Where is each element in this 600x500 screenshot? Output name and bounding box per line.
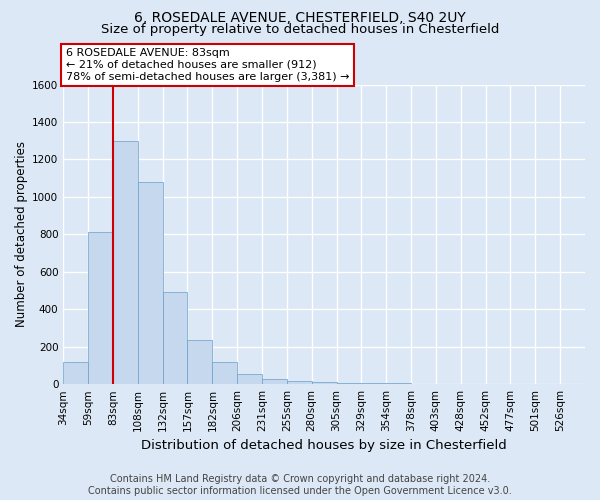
Text: Size of property relative to detached houses in Chesterfield: Size of property relative to detached ho… bbox=[101, 22, 499, 36]
Bar bbox=[237, 374, 262, 384]
Bar bbox=[113, 140, 138, 384]
Text: Contains HM Land Registry data © Crown copyright and database right 2024.
Contai: Contains HM Land Registry data © Crown c… bbox=[88, 474, 512, 496]
Bar bbox=[287, 381, 312, 384]
X-axis label: Distribution of detached houses by size in Chesterfield: Distribution of detached houses by size … bbox=[141, 440, 507, 452]
Bar bbox=[63, 362, 88, 384]
Bar bbox=[212, 362, 237, 384]
Bar bbox=[337, 382, 361, 384]
Bar bbox=[262, 378, 287, 384]
Bar bbox=[187, 340, 212, 384]
Bar bbox=[312, 382, 337, 384]
Text: 6 ROSEDALE AVENUE: 83sqm
← 21% of detached houses are smaller (912)
78% of semi-: 6 ROSEDALE AVENUE: 83sqm ← 21% of detach… bbox=[66, 48, 349, 82]
Text: 6, ROSEDALE AVENUE, CHESTERFIELD, S40 2UY: 6, ROSEDALE AVENUE, CHESTERFIELD, S40 2U… bbox=[134, 11, 466, 25]
Bar bbox=[361, 383, 386, 384]
Bar bbox=[163, 292, 187, 384]
Bar bbox=[88, 232, 113, 384]
Y-axis label: Number of detached properties: Number of detached properties bbox=[15, 142, 28, 328]
Bar bbox=[138, 182, 163, 384]
